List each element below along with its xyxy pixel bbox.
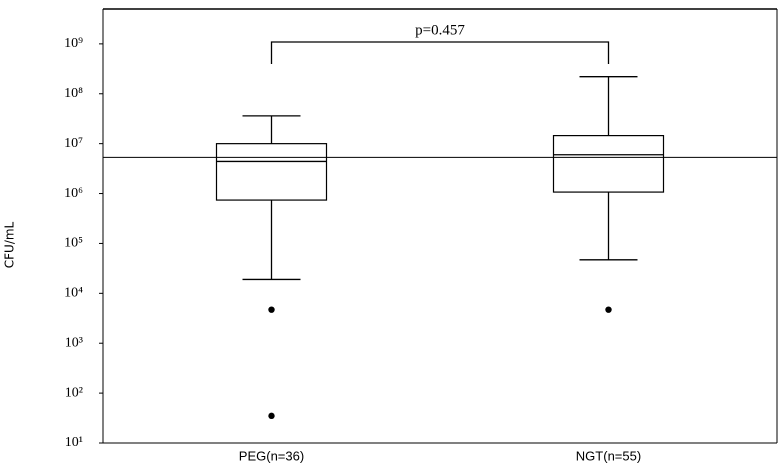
box	[215, 143, 328, 201]
y-axis-label: CFU/mL	[3, 221, 17, 268]
y-tick-label: 10⁴	[64, 286, 83, 301]
outlier	[605, 306, 612, 313]
y-tick-label: 10⁸	[64, 86, 83, 101]
annotation: p=0.457	[415, 22, 465, 38]
outlier	[268, 306, 275, 313]
y-tick-label: 10⁹	[64, 36, 83, 51]
y-tick-label: 10³	[65, 335, 83, 350]
y-tick-label: 10⁷	[64, 136, 83, 151]
significance-bracket	[270, 41, 610, 64]
outlier	[268, 412, 275, 420]
x-tick-label: PEG(n=36)	[239, 448, 304, 463]
y-tick-label: 10⁵	[64, 236, 83, 251]
y-tick-label: 10⁶	[64, 186, 83, 201]
x-tick-label: NGT(n=55)	[576, 448, 641, 463]
y-tick-label: 10²	[65, 385, 83, 400]
box	[552, 135, 665, 193]
y-tick-label: 10¹	[65, 435, 83, 450]
